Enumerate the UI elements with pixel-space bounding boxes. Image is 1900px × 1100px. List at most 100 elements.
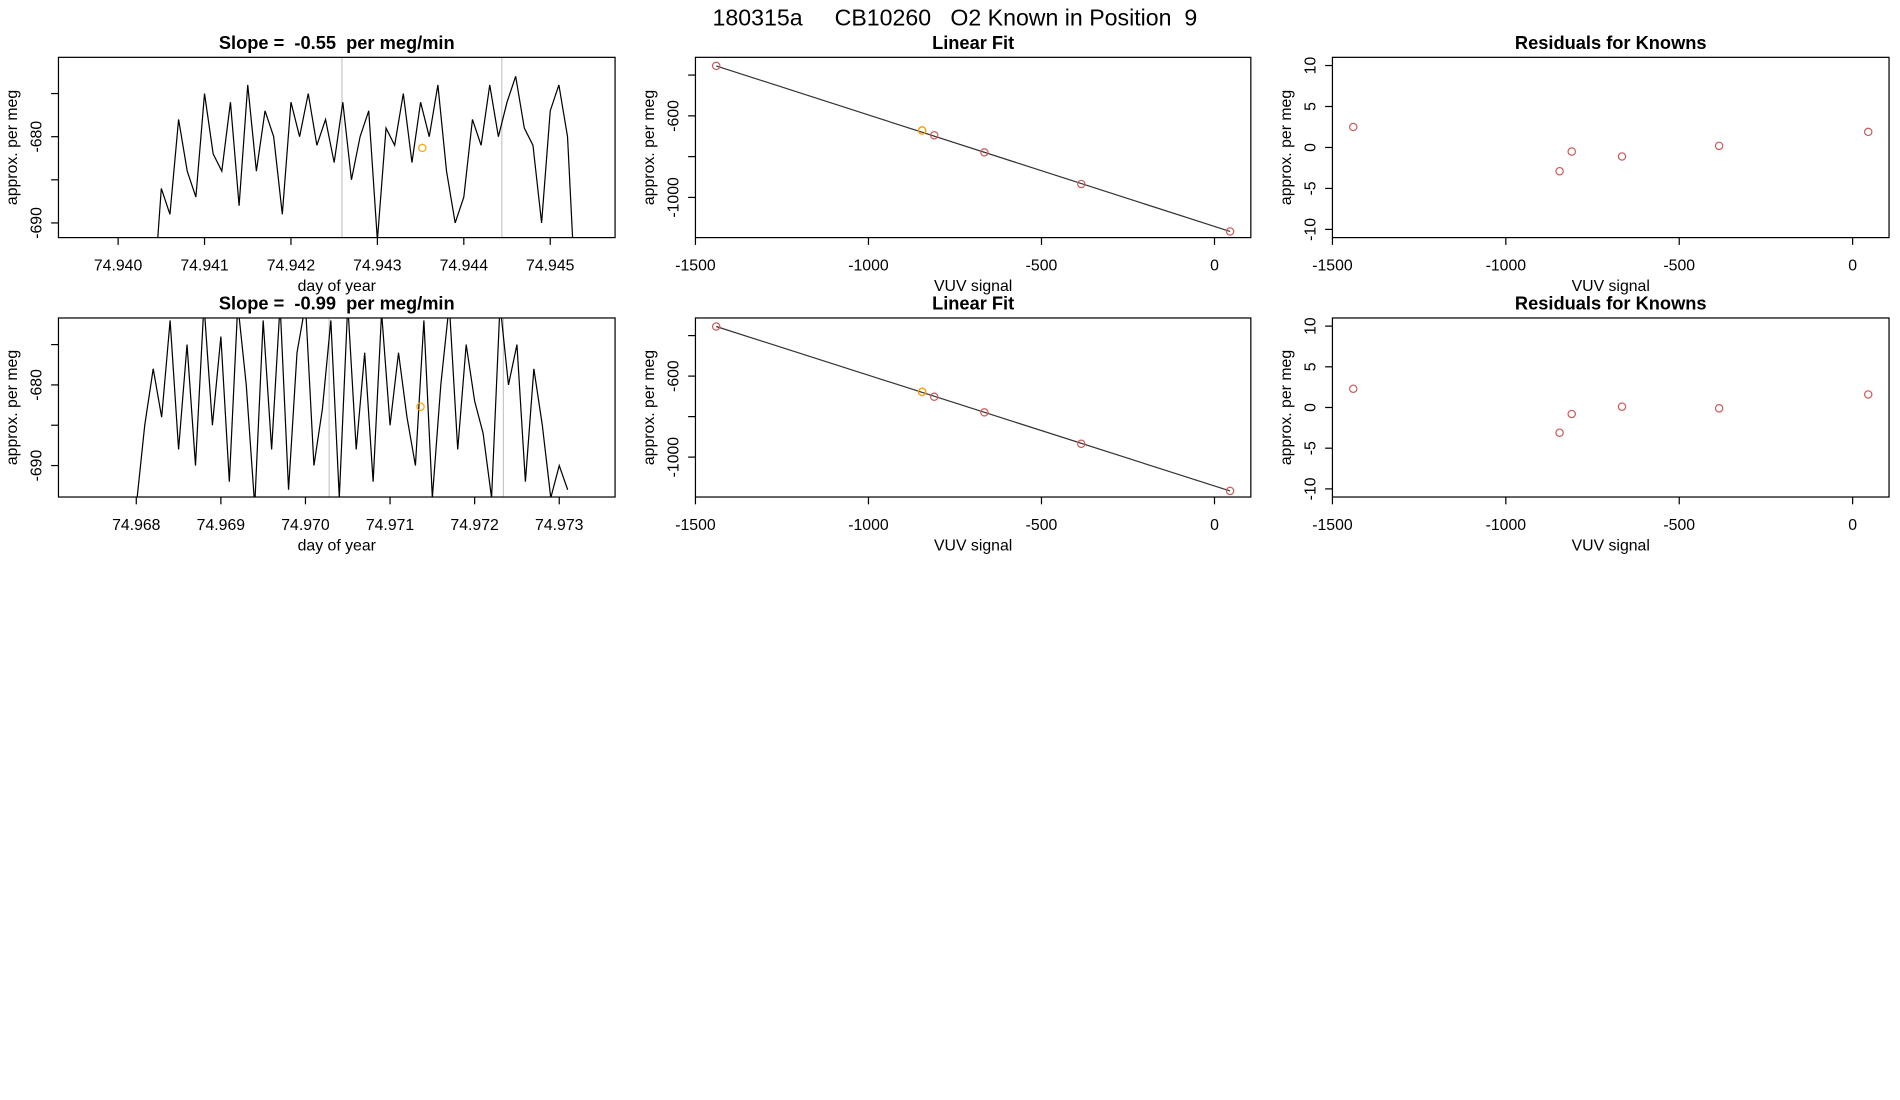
x-tick-label: 74.942 (267, 257, 315, 274)
x-tick-label: 74.968 (112, 517, 161, 534)
data-point (1077, 179, 1086, 189)
data-point (1555, 428, 1564, 437)
plot-frame (694, 317, 1252, 498)
x-tick-label: 74.969 (197, 517, 246, 534)
data-point (1617, 402, 1627, 411)
x-tick-label: 74.970 (281, 517, 330, 534)
y-tick-label: -680 (28, 369, 45, 401)
panel-title: Residuals for Knowns (1515, 292, 1707, 313)
data-point (1348, 384, 1358, 394)
y-axis-label: approx. per meg (4, 90, 21, 205)
y-axis-label: approx. per meg (4, 350, 21, 465)
x-tick-label: -1500 (675, 517, 716, 534)
data-point (1567, 409, 1576, 419)
y-tick-label: -600 (665, 100, 682, 132)
x-axis-label: VUV signal (934, 538, 1012, 555)
x-tick-label: 74.943 (353, 257, 402, 274)
x-tick-label: -1000 (848, 257, 889, 274)
y-tick-label: -1000 (665, 177, 682, 218)
data-point (1225, 486, 1235, 496)
y-tick-label: -600 (665, 360, 682, 392)
y-tick-label: -690 (28, 450, 45, 482)
y-tick-label: 10 (1302, 317, 1319, 335)
x-tick-label: 74.972 (450, 517, 498, 534)
y-tick-label: 5 (1302, 102, 1319, 111)
x-tick-label: -1500 (1312, 517, 1353, 534)
data-point (1863, 390, 1873, 399)
x-tick-label: 0 (1210, 517, 1219, 534)
x-tick-label: -500 (1026, 517, 1058, 534)
data-point (1617, 152, 1627, 161)
data-point (711, 322, 721, 331)
x-axis-label: day of year (298, 278, 377, 295)
data-point (1555, 166, 1564, 176)
y-tick-label: -5 (1302, 181, 1319, 195)
y-tick-label: -690 (28, 207, 45, 239)
y-tick-label: 0 (1302, 143, 1319, 152)
x-tick-label: -500 (1026, 257, 1058, 274)
plot-area (136, 317, 569, 498)
y-tick-label: -5 (1302, 441, 1319, 455)
x-tick-label: -1000 (1486, 257, 1527, 274)
x-tick-label: 74.941 (180, 257, 229, 274)
data-point (1714, 141, 1724, 151)
plot-frame (57, 317, 616, 498)
highlight-point (917, 126, 927, 135)
y-tick-label: 10 (1302, 57, 1319, 75)
y-tick-label: 5 (1302, 362, 1319, 371)
x-tick-label: -500 (1663, 517, 1695, 534)
plot-frame (694, 56, 1252, 239)
data-point (1348, 122, 1358, 132)
x-axis-label: VUV signal (1572, 538, 1650, 555)
y-axis-label: approx. per meg (1278, 350, 1295, 465)
data-point (1077, 439, 1086, 449)
x-tick-label: 0 (1848, 257, 1857, 274)
series-line (157, 76, 574, 238)
y-axis-label: approx. per meg (641, 90, 658, 205)
x-tick-label: 74.940 (94, 257, 143, 274)
panel-title: Linear Fit (932, 32, 1014, 53)
plot-area (157, 57, 574, 238)
x-tick-label: -1500 (1312, 257, 1353, 274)
data-point (1567, 147, 1576, 156)
highlight-point (917, 387, 927, 397)
x-tick-label: 74.971 (366, 517, 415, 534)
data-point (1225, 227, 1235, 236)
panel-title: Slope = -0.55 per meg/min (219, 32, 455, 53)
plot-area (1348, 384, 1873, 437)
highlight-point (416, 402, 425, 411)
highlight-point (418, 143, 427, 153)
y-axis-label: approx. per meg (1278, 90, 1295, 205)
panel-title: Residuals for Knowns (1515, 32, 1707, 53)
plot-area (1348, 122, 1873, 176)
x-tick-label: 0 (1848, 517, 1857, 534)
panel-title: Slope = -0.99 per meg/min (219, 292, 455, 313)
y-tick-label: -10 (1302, 477, 1319, 500)
x-tick-label: -1500 (675, 257, 716, 274)
data-point (1863, 127, 1873, 137)
plot-frame (1331, 56, 1890, 239)
x-tick-label: -1000 (1486, 517, 1527, 534)
x-axis-label: day of year (298, 538, 377, 555)
plot-frame (1331, 317, 1890, 498)
x-tick-label: -500 (1663, 257, 1695, 274)
x-axis-label: VUV signal (934, 278, 1012, 295)
data-point (980, 148, 989, 157)
series-line (136, 317, 569, 498)
x-tick-label: 0 (1210, 257, 1219, 274)
plot-area (711, 322, 1235, 496)
data-point (711, 61, 721, 71)
fit-line (716, 65, 1231, 233)
x-tick-label: 74.973 (535, 517, 584, 534)
y-tick-label: 0 (1302, 403, 1319, 412)
data-point (980, 408, 989, 417)
x-tick-label: 74.945 (526, 257, 575, 274)
fit-line (716, 325, 1231, 492)
x-tick-label: 74.944 (440, 257, 489, 274)
x-tick-label: -1000 (848, 517, 889, 534)
x-axis-label: VUV signal (1572, 278, 1650, 295)
y-tick-label: -1000 (665, 437, 682, 478)
plot-frame (57, 56, 616, 239)
